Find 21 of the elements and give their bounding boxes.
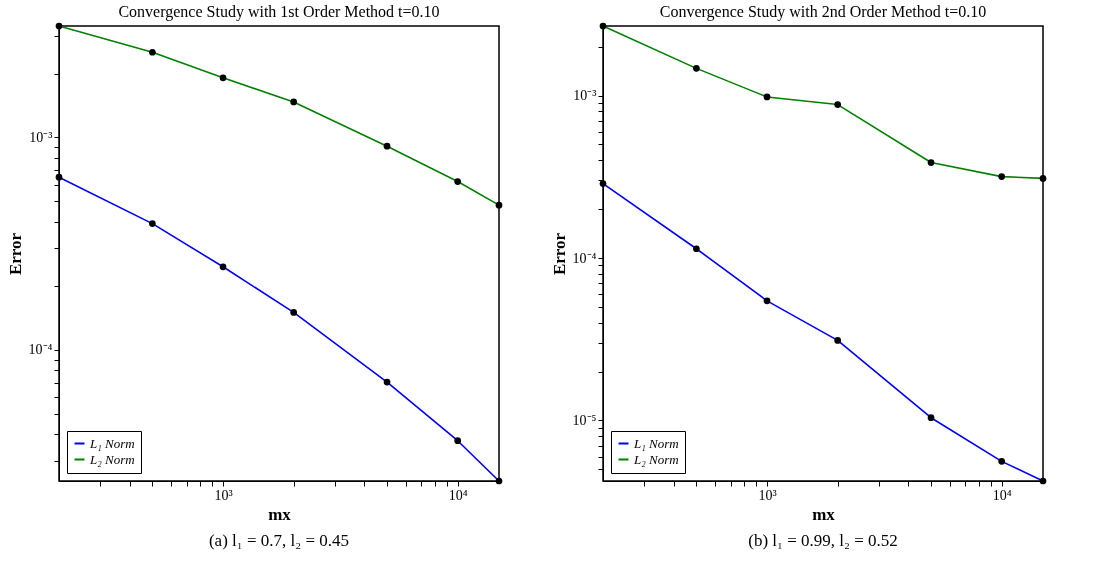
y-tick-label: 10⁻³ (573, 88, 597, 104)
text: (a) l₁ = 0.7, l₂ = 0.45 (208, 531, 350, 550)
y-axis-title: Error (5, 232, 25, 276)
y-tick-label: 10⁻⁴ (572, 250, 597, 266)
chart-title: Convergence Study with 2nd Order Method t=0.10 (659, 2, 987, 21)
text: (b) l₁ = 0.99, l₂ = 0.52 (748, 531, 898, 550)
y-tick-label: 10⁻³ (29, 129, 53, 145)
x-tick-label: 10⁴ (992, 487, 1012, 503)
legend-label: L₁ Norm (89, 435, 135, 451)
legend-label: L₂ Norm (89, 451, 135, 467)
x-axis-title: mx (812, 504, 836, 524)
y-tick-label: 10⁻⁵ (572, 412, 597, 428)
x-axis-title: mx (268, 504, 292, 524)
y-axis-title: Error (549, 232, 569, 276)
x-tick-label: 10⁴ (448, 487, 468, 503)
legend-label: L₁ Norm (633, 435, 679, 451)
legend-label: L₂ Norm (633, 451, 679, 467)
x-tick-label: 10³ (758, 487, 777, 503)
chart-title: Convergence Study with 1st Order Method t=0.10 (118, 2, 440, 21)
y-tick-label: 10⁻⁴ (28, 342, 53, 358)
x-tick-label: 10³ (214, 487, 233, 503)
